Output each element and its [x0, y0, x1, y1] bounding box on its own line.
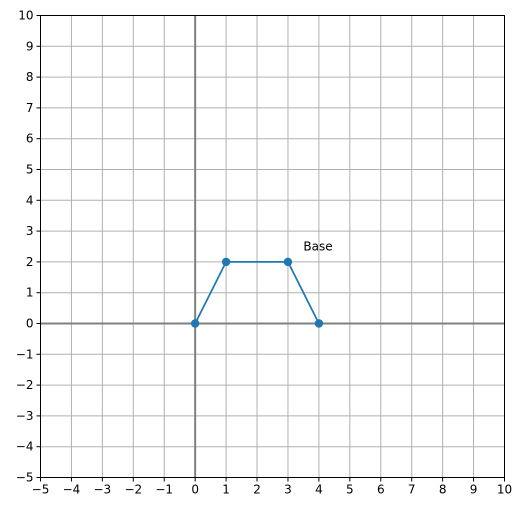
x-tick-label: 4	[315, 483, 323, 497]
y-tick-label: −4	[16, 440, 34, 454]
y-tick-label: −2	[16, 378, 34, 392]
x-tick-label: −3	[94, 483, 112, 497]
x-tick-label: −4	[63, 483, 81, 497]
x-tick-label: −5	[32, 483, 50, 497]
zero-axes-layer	[40, 15, 505, 478]
x-tick-label: 3	[284, 483, 292, 497]
y-tick-label: 9	[26, 39, 34, 53]
y-tick-label: −3	[16, 409, 34, 423]
series-layer	[190, 257, 324, 328]
y-tick-label: 1	[26, 286, 34, 300]
x-tick-label: −2	[124, 483, 142, 497]
data-point	[314, 319, 324, 328]
x-tick-label: 8	[439, 483, 447, 497]
annotation-layer: Base	[303, 240, 332, 254]
x-ticks-layer: −5 −4 −3 −2 −1 0 1 2 3 4 5 6 7 8 9 10	[32, 477, 512, 497]
y-tick-label: 10	[18, 9, 33, 23]
plot-frame	[40, 15, 505, 478]
y-tick-label: 6	[26, 132, 34, 146]
x-tick-label: 9	[470, 483, 478, 497]
y-tick-label: 4	[26, 193, 34, 207]
y-tick-label: 0	[26, 317, 34, 331]
x-tick-label: 5	[346, 483, 354, 497]
data-point	[190, 319, 200, 328]
annotation-label: Base	[303, 240, 332, 254]
y-tick-label: 8	[26, 70, 34, 84]
y-ticks-layer: −5 −4 −3 −2 −1 0 1 2 3 4 5 6 7 8 9 10	[16, 9, 41, 485]
x-tick-label: 6	[377, 483, 385, 497]
y-tick-label: 3	[26, 224, 34, 238]
x-tick-label: 10	[497, 483, 512, 497]
y-tick-label: −1	[16, 347, 34, 361]
y-tick-label: 7	[26, 101, 34, 115]
series-line	[194, 261, 320, 324]
y-tick-label: 5	[26, 163, 34, 177]
data-point	[221, 257, 231, 267]
data-point	[283, 257, 293, 267]
x-tick-label: 0	[191, 483, 199, 497]
x-tick-label: 1	[222, 483, 230, 497]
y-tick-label: −5	[16, 471, 34, 485]
x-tick-label: 7	[408, 483, 416, 497]
x-tick-label: −1	[155, 483, 173, 497]
y-tick-label: 2	[26, 255, 34, 269]
grid-layer	[40, 15, 505, 478]
x-tick-label: 2	[253, 483, 261, 497]
